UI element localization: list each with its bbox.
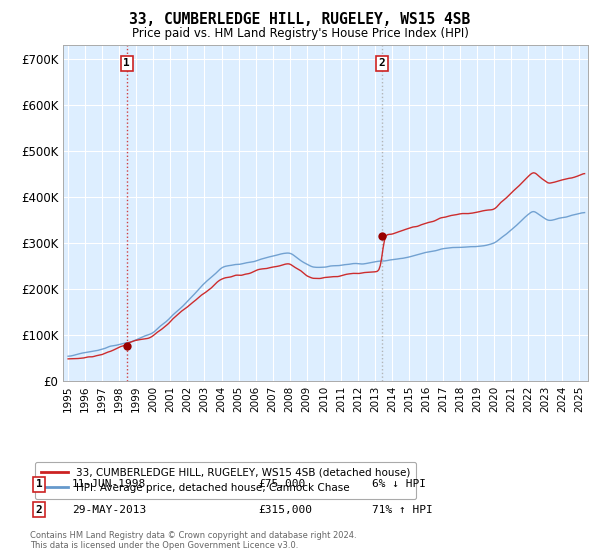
- Text: 1: 1: [124, 58, 130, 68]
- Text: 6% ↓ HPI: 6% ↓ HPI: [372, 479, 426, 489]
- Text: 33, CUMBERLEDGE HILL, RUGELEY, WS15 4SB: 33, CUMBERLEDGE HILL, RUGELEY, WS15 4SB: [130, 12, 470, 27]
- Text: 2: 2: [379, 58, 385, 68]
- Text: 29-MAY-2013: 29-MAY-2013: [72, 505, 146, 515]
- Text: Price paid vs. HM Land Registry's House Price Index (HPI): Price paid vs. HM Land Registry's House …: [131, 27, 469, 40]
- Text: £75,000: £75,000: [258, 479, 305, 489]
- Text: Contains HM Land Registry data © Crown copyright and database right 2024.
This d: Contains HM Land Registry data © Crown c…: [30, 530, 356, 550]
- Text: 1: 1: [35, 479, 43, 489]
- Text: £315,000: £315,000: [258, 505, 312, 515]
- Legend: 33, CUMBERLEDGE HILL, RUGELEY, WS15 4SB (detached house), HPI: Average price, de: 33, CUMBERLEDGE HILL, RUGELEY, WS15 4SB …: [35, 461, 416, 500]
- Text: 2: 2: [35, 505, 43, 515]
- Text: 71% ↑ HPI: 71% ↑ HPI: [372, 505, 433, 515]
- Text: 11-JUN-1998: 11-JUN-1998: [72, 479, 146, 489]
